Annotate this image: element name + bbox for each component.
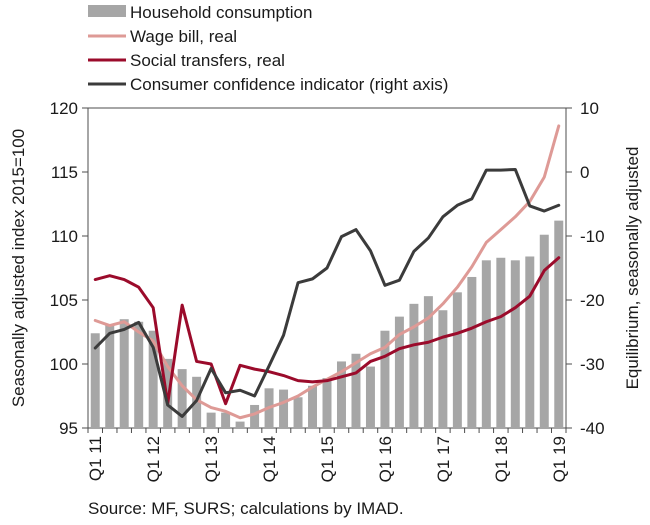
bar-household-consumption-22	[409, 303, 419, 428]
bar-household-consumption-1	[105, 324, 115, 428]
household-consumption-bars	[90, 220, 564, 428]
x-tick-label-4: Q1 15	[318, 436, 337, 482]
bar-household-consumption-3	[134, 321, 144, 428]
bar-household-consumption-28	[496, 257, 506, 428]
y-left-tick-label-3: 110	[51, 227, 78, 246]
bar-household-consumption-15	[308, 385, 317, 428]
y-axis-right-title: Equilibrium, seasonally adjusted	[623, 147, 642, 390]
bar-household-consumption-26	[467, 276, 477, 428]
y-left-tick-label-0: 95	[59, 419, 78, 438]
bar-household-consumption-17	[336, 361, 346, 428]
legend-label-social-transfers: Social transfers, real	[130, 51, 285, 70]
y-left-tick-label-2: 105	[50, 291, 78, 310]
x-tick-label-1: Q1 12	[144, 436, 163, 482]
bar-household-consumption-14	[293, 397, 303, 428]
x-tick-label-3: Q1 14	[260, 436, 279, 482]
bar-household-consumption-11	[250, 404, 260, 428]
y-right-tick-label-3: -10	[580, 227, 605, 246]
bar-household-consumption-19	[365, 366, 375, 428]
x-tick-label-6: Q1 17	[434, 436, 453, 482]
bar-household-consumption-8	[206, 412, 216, 428]
y-left-tick-label-1: 100	[50, 355, 78, 374]
line-series	[93, 124, 561, 420]
bar-household-consumption-30	[525, 256, 535, 428]
bar-household-consumption-10	[235, 421, 245, 428]
y-right-tick-label-5: 10	[580, 99, 599, 118]
y-left-tick-label-5: 120	[50, 99, 78, 118]
legend-label-household-consumption: Household consumption	[130, 3, 312, 22]
bar-household-consumption-31	[539, 234, 549, 428]
bar-household-consumption-32	[554, 220, 564, 428]
x-tick-label-2: Q1 13	[202, 436, 221, 482]
line-social-transfers-real	[93, 256, 561, 406]
y-right-tick-label-1: -30	[580, 355, 605, 374]
bar-household-consumption-29	[510, 260, 520, 428]
bar-household-consumption-9	[221, 412, 231, 428]
x-tick-label-8: Q1 19	[550, 436, 569, 482]
x-tick-label-5: Q1 16	[376, 436, 395, 482]
bar-household-consumption-23	[423, 296, 433, 428]
x-tick-label-0: Q1 11	[86, 436, 105, 481]
line-consumer-confidence-indicator-right-axis	[93, 167, 561, 418]
bar-household-consumption-0	[90, 333, 100, 428]
bar-household-consumption-25	[452, 292, 462, 428]
bar-household-consumption-13	[279, 389, 289, 428]
bar-household-consumption-21	[394, 316, 404, 428]
bar-household-consumption-4	[148, 330, 158, 428]
bar-household-consumption-16	[322, 378, 332, 428]
y-right-tick-label-2: -20	[580, 291, 605, 310]
bar-household-consumption-18	[351, 353, 361, 428]
legend-label-consumer-confidence: Consumer confidence indicator (right axi…	[130, 75, 448, 94]
legend-label-wage-bill: Wage bill, real	[130, 27, 237, 46]
legend: Household consumption Wage bill, real So…	[88, 3, 448, 94]
y-axis-left-title: Seasonally adjusted index 2015=100	[9, 129, 28, 407]
bar-household-consumption-20	[380, 330, 390, 428]
y-left-tick-label-4: 115	[51, 163, 78, 182]
x-tick-label-7: Q1 18	[492, 436, 511, 482]
bar-household-consumption-6	[177, 369, 187, 428]
axes: 95 100 105 110 115 120 -40 -30 -20 -10 0 10 Q1 11 Q1 …	[50, 99, 605, 482]
bar-household-consumption-27	[481, 260, 491, 428]
y-right-tick-label-0: -40	[580, 419, 605, 438]
y-right-tick-label-4: 0	[580, 163, 589, 182]
bar-household-consumption-2	[119, 319, 129, 428]
legend-swatch-household-consumption	[88, 5, 126, 17]
source-note: Source: MF, SURS; calculations by IMAD.	[88, 499, 404, 518]
bar-household-consumption-24	[438, 310, 448, 428]
